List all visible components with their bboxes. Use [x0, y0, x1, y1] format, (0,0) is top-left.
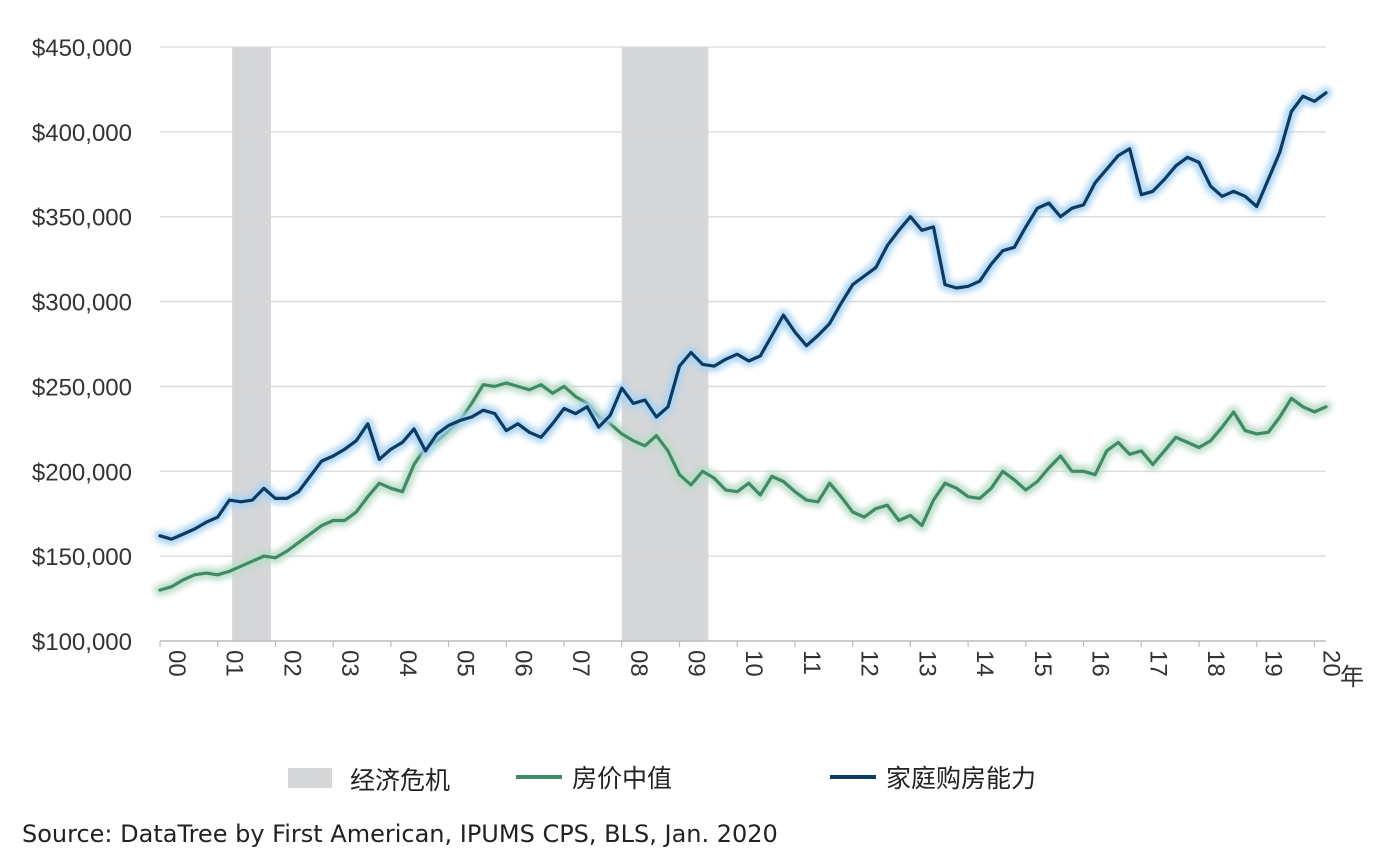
recession-bands	[232, 47, 709, 641]
x-axis-ticks: 00 01 02 03 04 05 06 07 08 09 10 11 12 13 14 15 16 17 18 19…	[159, 641, 1344, 677]
y-tick-label: $200,000	[32, 459, 132, 486]
y-tick-label: $450,000	[32, 35, 132, 62]
legend-label-recession: 经济危机	[350, 766, 450, 795]
x-axis-unit-label: 年	[1340, 663, 1364, 691]
x-tick-label: 19	[1260, 650, 1287, 677]
x-tick-label: 10	[740, 650, 767, 677]
recession-band-0	[232, 47, 271, 641]
recession-band-1	[621, 47, 709, 641]
legend-label-median-price: 房价中值	[572, 764, 672, 793]
y-tick-label: $250,000	[32, 374, 132, 401]
x-tick-label: 02	[278, 650, 305, 677]
y-tick-label: $150,000	[32, 544, 132, 571]
x-tick-label: 17	[1144, 650, 1171, 677]
series-line-affordability	[158, 91, 1328, 541]
y-axis-ticks: $100,000 $150,000 $200,000 $250,000 $300,000…	[32, 35, 132, 656]
legend-swatch-recession	[288, 768, 332, 788]
source-note: Source: DataTree by First American, IPUM…	[22, 820, 778, 848]
x-tick-label: 20	[1317, 650, 1344, 677]
x-tick-label: 04	[394, 650, 421, 677]
x-tick-label: 01	[221, 650, 248, 677]
x-tick-label: 13	[913, 650, 940, 677]
y-tick-label: $100,000	[32, 629, 132, 656]
x-tick-label: 06	[509, 650, 536, 677]
x-tick-label: 16	[1087, 650, 1114, 677]
legend: 经济危机 房价中值 家庭购房能力	[288, 764, 1036, 795]
x-tick-label: 08	[625, 650, 652, 677]
x-tick-label: 07	[567, 650, 594, 677]
x-tick-label: 05	[452, 650, 479, 677]
x-tick-label: 09	[683, 650, 710, 677]
x-tick-label: 03	[336, 650, 363, 677]
legend-label-affordability: 家庭购房能力	[886, 764, 1036, 793]
series-line-median-price	[158, 381, 1328, 592]
x-tick-label: 00	[163, 650, 190, 677]
x-tick-label: 12	[856, 650, 883, 677]
series-lines	[154, 86, 1332, 597]
x-tick-label: 18	[1202, 650, 1229, 677]
y-tick-label: $350,000	[32, 205, 132, 232]
x-tick-label: 11	[798, 650, 825, 675]
x-tick-label: 15	[1029, 650, 1056, 677]
y-tick-label: $300,000	[32, 290, 132, 317]
x-tick-label: 14	[971, 650, 998, 677]
gridlines	[160, 46, 1326, 642]
series-glow-1	[154, 86, 1332, 546]
y-tick-label: $400,000	[32, 120, 132, 147]
